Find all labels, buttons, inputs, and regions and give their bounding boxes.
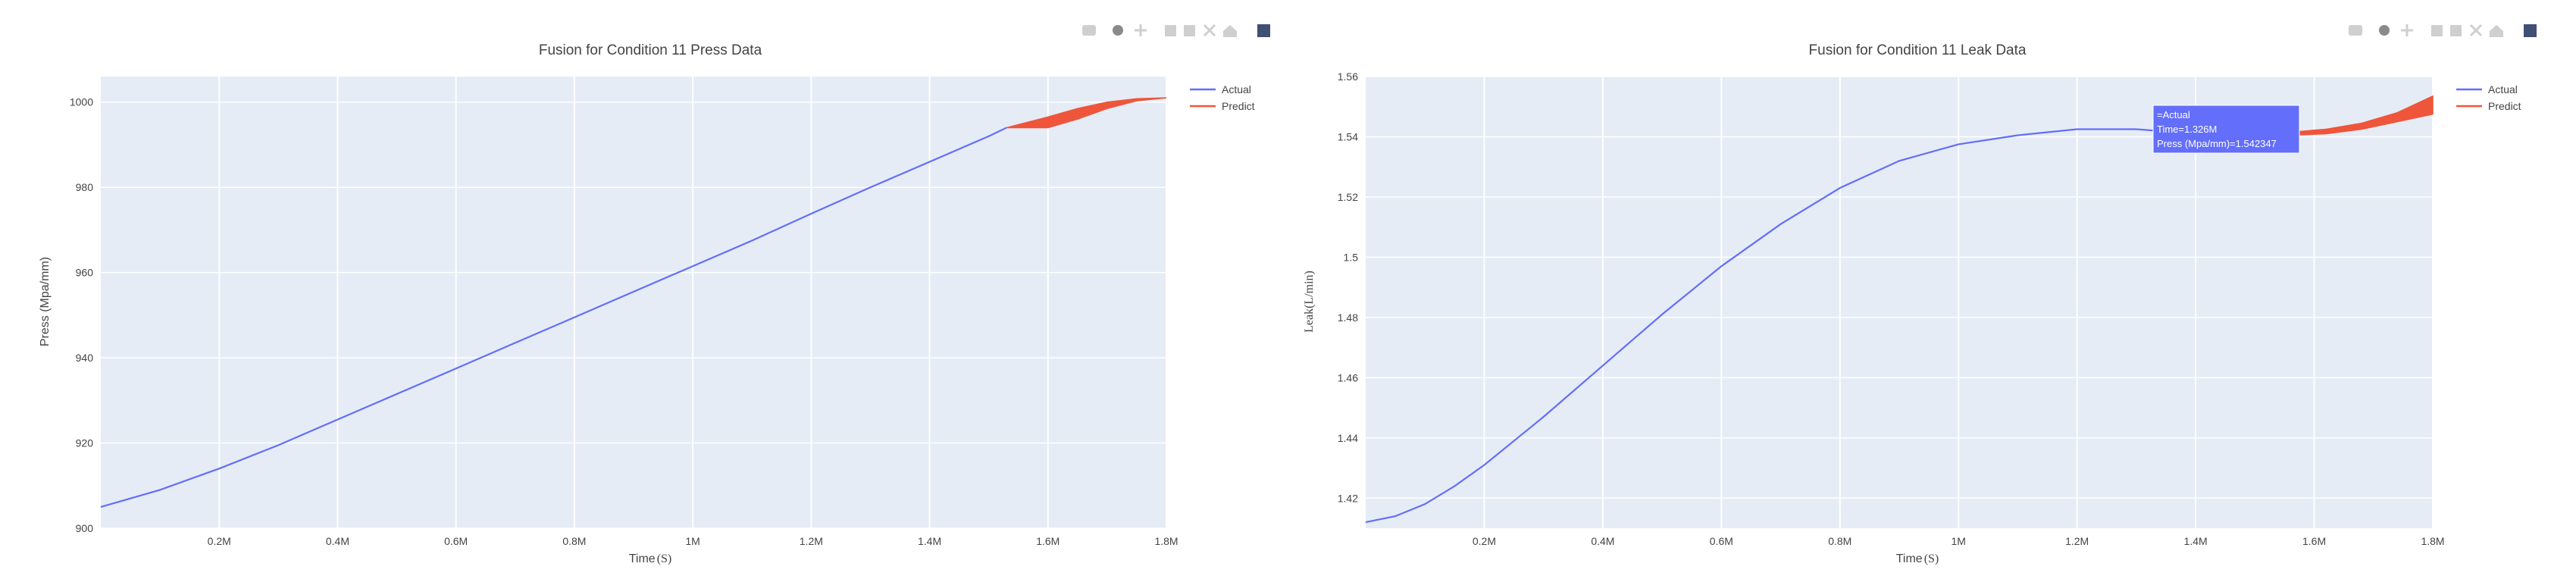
x-tick-label: 0.8M [1828, 535, 1851, 547]
legend-predict[interactable]: Predict [2488, 100, 2521, 112]
x-tick-label: 0.6M [1710, 535, 1733, 547]
x-tick-labels: 0.2M 0.4M 0.6M 0.8M 1M 1.2M 1.4M 1.6M 1.8M [1473, 535, 2445, 547]
leak-chart-panel: Fusion for Condition 11 Leak Data 1.42 1.… [1288, 0, 2576, 579]
x-tick-label: 1.2M [2065, 535, 2089, 547]
y-tick-label: 1.48 [1338, 311, 1358, 324]
x-tick-label: 1M [1951, 535, 1965, 547]
y-tick-label: 1.54 [1338, 130, 1358, 142]
x-tick-label: 1.6M [2302, 535, 2326, 547]
x-axis-label: Time (S) [1896, 552, 1939, 565]
modebar[interactable] [2349, 23, 2537, 37]
x-tick-label: 1.4M [2184, 535, 2208, 547]
y-tick-label: 1.44 [1338, 432, 1358, 444]
y-tick-label: 1.52 [1338, 191, 1358, 203]
y-tick-label: 1.5 [1344, 251, 1359, 263]
y-tick-label: 1000 [70, 96, 93, 108]
data-series [1365, 95, 2434, 524]
y-tick-label: 1.46 [1338, 371, 1358, 383]
hover-line-1: =Actual [2157, 109, 2190, 120]
home-icon[interactable] [2490, 25, 2503, 37]
y-tick-label: 1.42 [1338, 492, 1358, 504]
plotly-logo-icon[interactable] [1257, 24, 1270, 37]
press-chart: Fusion for Condition 11 Press Data 900 92… [39, 23, 1270, 565]
plot-area[interactable] [101, 77, 1166, 528]
zoom-in-icon[interactable] [1165, 25, 1176, 36]
zoom-out-icon[interactable] [2450, 25, 2462, 36]
series-actual[interactable] [1365, 128, 2291, 524]
zoom-icon[interactable] [1113, 25, 1123, 36]
x-tick-label: 1.8M [1154, 535, 1178, 547]
x-tick-label: 1.6M [1036, 535, 1060, 547]
legend[interactable]: Actual Predict [2456, 83, 2521, 112]
gridlines [1366, 76, 2434, 528]
pan-icon[interactable] [1135, 24, 1147, 36]
x-tick-label: 0.2M [1473, 535, 1496, 547]
x-tick-label: 0.4M [326, 535, 349, 547]
chart-title: Fusion for Condition 11 Leak Data [1809, 42, 2027, 58]
y-tick-label: 980 [76, 181, 94, 193]
x-axis-label-text: Time [629, 552, 656, 565]
data-series [100, 97, 1167, 508]
x-tick-label: 1.4M [918, 535, 941, 547]
x-axis-label: Time (S) [629, 552, 672, 565]
hover-box [2152, 105, 2300, 154]
x-tick-label: 0.6M [444, 535, 468, 547]
legend[interactable]: Actual Predict [1190, 83, 1255, 112]
x-tick-label: 0.4M [1591, 535, 1614, 547]
legend-actual[interactable]: Actual [1222, 83, 1251, 95]
x-tick-label: 1.2M [800, 535, 823, 547]
zoom-icon[interactable] [2379, 25, 2390, 36]
camera-icon[interactable] [2349, 25, 2362, 36]
x-axis-label-unit: (S) [657, 552, 672, 565]
y-tick-label: 940 [76, 352, 94, 364]
x-tick-label: 0.2M [208, 535, 231, 547]
press-chart-panel: Fusion for Condition 11 Press Data 900 92… [39, 23, 1270, 565]
y-axis-label: Leak(L/min) [1303, 271, 1316, 333]
series-actual[interactable] [100, 127, 1007, 508]
x-axis-label-text: Time [1896, 552, 1923, 565]
legend-predict[interactable]: Predict [1222, 100, 1255, 112]
x-tick-label: 1.8M [2421, 535, 2444, 547]
leak-chart: Fusion for Condition 11 Leak Data 1.421.… [1303, 23, 2537, 565]
y-tick-label: 1.56 [1338, 70, 1358, 83]
hover-tooltip: =Actual Time=1.326M Press (Mpa/mm)=1.542… [2152, 105, 2300, 154]
x-tick-label: 1M [685, 535, 700, 547]
autoscale-icon[interactable] [1203, 23, 1216, 37]
x-axis-label-unit: (S) [1924, 552, 1939, 565]
y-tick-labels: 900 920 940 960 980 1000 [70, 96, 93, 534]
chart-title: Fusion for Condition 11 Press Data [539, 42, 762, 58]
series-predict[interactable] [1006, 97, 1167, 129]
y-tick-labels: 1.42 1.44 1.46 1.48 1.5 1.52 1.54 1.56 [1338, 70, 1358, 504]
legend-actual[interactable]: Actual [2488, 83, 2518, 95]
series-predict[interactable] [2290, 95, 2434, 136]
modebar[interactable] [1082, 23, 1270, 37]
autoscale-icon[interactable] [2469, 23, 2483, 37]
y-tick-label: 900 [76, 522, 94, 534]
zoom-in-icon[interactable] [2431, 25, 2443, 36]
home-icon[interactable] [1223, 25, 1237, 37]
pan-icon[interactable] [2401, 24, 2413, 36]
plotly-logo-icon[interactable] [2524, 24, 2537, 37]
zoom-out-icon[interactable] [1184, 25, 1195, 36]
x-tick-label: 0.8M [562, 535, 586, 547]
y-axis-label: Press (Mpa/mm) [39, 257, 52, 346]
hover-line-3: Press (Mpa/mm)=1.542347 [2157, 138, 2277, 149]
y-tick-label: 920 [76, 437, 94, 449]
x-tick-labels: 0.2M 0.4M 0.6M 0.8M 1M 1.2M 1.4M 1.6M 1.8M [208, 535, 1178, 547]
y-tick-label: 960 [76, 267, 94, 279]
gridlines [101, 77, 1167, 529]
hover-line-2: Time=1.326M [2157, 124, 2217, 135]
camera-icon[interactable] [1082, 25, 1096, 36]
